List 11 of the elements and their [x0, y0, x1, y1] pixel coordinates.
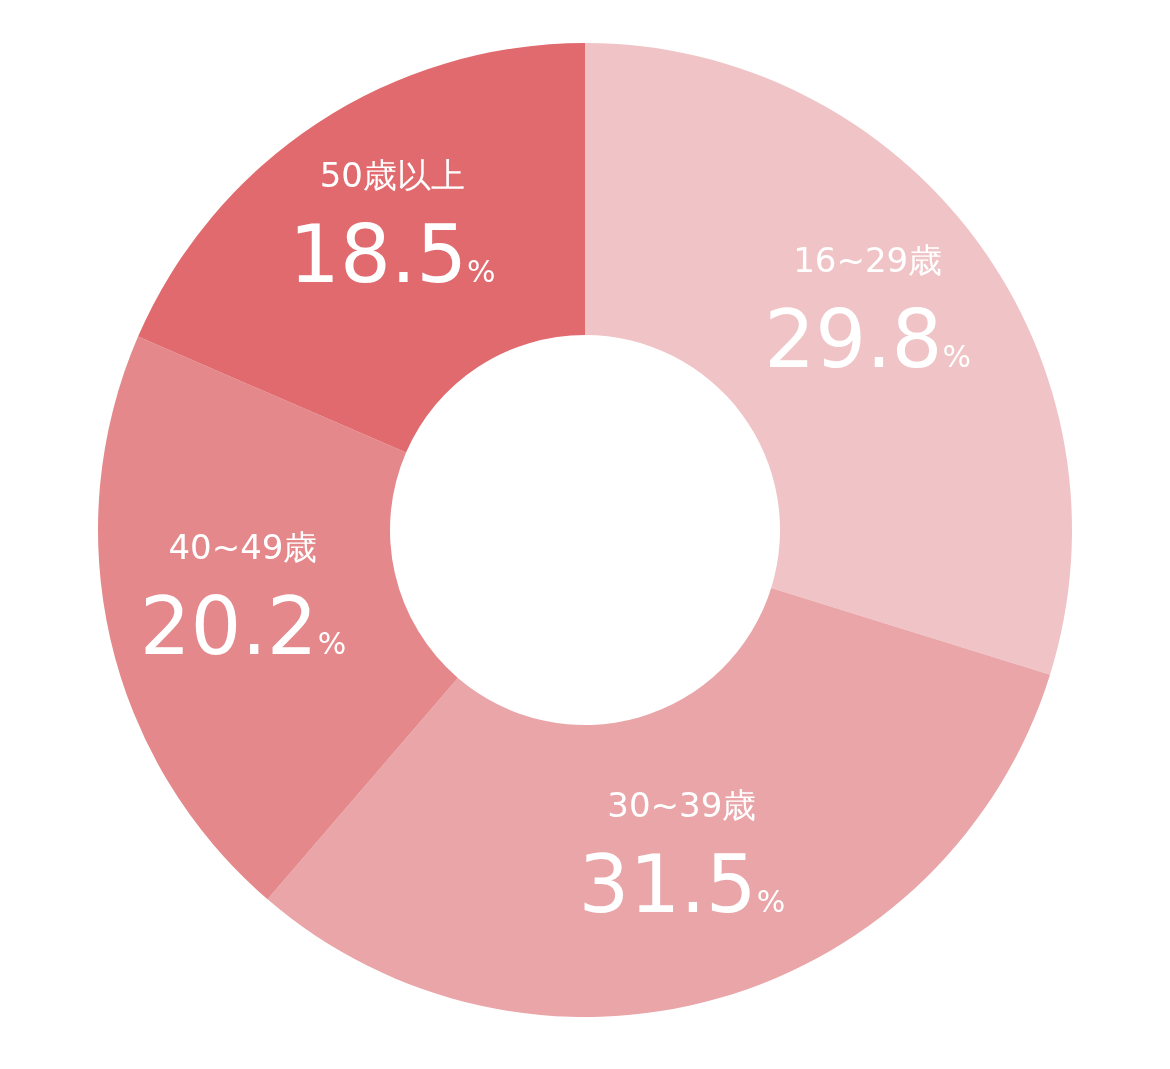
donut-slice — [138, 43, 585, 453]
data-label: 31.5% — [578, 838, 786, 932]
slice-label: 30~39歳 — [607, 785, 757, 826]
data-label: 20.2% — [139, 579, 347, 673]
data-label: 18.5% — [288, 207, 496, 301]
slice-label: 50歳以上 — [319, 154, 465, 195]
slice-label: 16~29歳 — [793, 239, 943, 280]
slice-label: 40~49歳 — [168, 526, 318, 567]
data-label: 29.8% — [764, 292, 971, 386]
donut-slice — [98, 336, 458, 900]
donut-slice — [585, 43, 1072, 675]
